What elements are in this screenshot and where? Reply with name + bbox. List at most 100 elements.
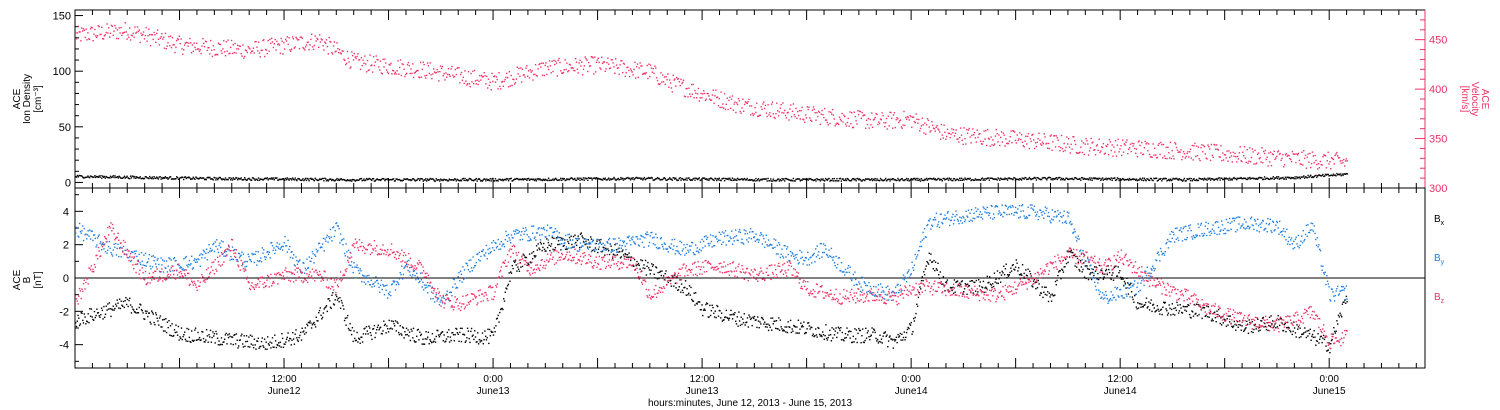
bx-point xyxy=(829,334,832,336)
by-point xyxy=(289,256,292,259)
velocity-point xyxy=(930,130,932,132)
velocity-point xyxy=(604,70,606,72)
velocity-point xyxy=(654,65,656,67)
density-point xyxy=(617,177,619,180)
bx-point xyxy=(804,332,806,335)
density-point xyxy=(961,179,963,181)
velocity-point xyxy=(528,77,531,79)
by-point xyxy=(285,245,288,247)
velocity-point xyxy=(860,117,862,119)
density-point xyxy=(594,177,596,179)
density-point xyxy=(236,177,238,179)
velocity-point xyxy=(1208,146,1210,148)
bx-point xyxy=(1308,329,1310,332)
velocity-point xyxy=(197,48,200,50)
velocity-point xyxy=(757,115,759,118)
density-point xyxy=(377,178,379,181)
bx-point xyxy=(527,262,529,264)
density-point xyxy=(1130,179,1132,181)
density-point xyxy=(1141,177,1144,179)
density-point xyxy=(250,179,253,181)
bx-point xyxy=(961,280,963,282)
density-point xyxy=(750,178,753,181)
density-point xyxy=(944,179,946,181)
velocity-point xyxy=(498,72,500,74)
bx-point xyxy=(82,322,85,324)
by-point xyxy=(205,248,208,250)
bx-point xyxy=(985,286,987,288)
bx-point xyxy=(762,318,764,321)
velocity-point xyxy=(736,102,738,104)
density-point xyxy=(1137,179,1139,181)
density-point xyxy=(858,179,860,181)
bx-point xyxy=(1084,265,1086,267)
bx-point xyxy=(395,330,397,332)
velocity-point xyxy=(874,116,876,119)
bx-point xyxy=(979,281,981,283)
density-point xyxy=(430,178,432,180)
velocity-point xyxy=(1089,147,1092,149)
density-point xyxy=(1197,179,1200,182)
bx-point xyxy=(840,339,843,341)
density-point xyxy=(493,180,495,182)
by-point xyxy=(147,258,150,260)
velocity-point xyxy=(598,61,600,64)
velocity-point xyxy=(182,53,184,55)
by-point xyxy=(223,251,226,253)
bx-point xyxy=(94,316,96,319)
bx-point xyxy=(568,236,571,239)
bx-point xyxy=(404,331,406,333)
density-point xyxy=(1081,177,1083,179)
by-point xyxy=(330,236,332,238)
bx-point xyxy=(1164,301,1166,304)
velocity-point xyxy=(1124,144,1126,146)
bx-point xyxy=(857,332,859,335)
velocity-point xyxy=(751,112,754,115)
density-point xyxy=(483,178,485,180)
by-point xyxy=(205,252,207,254)
bx-point xyxy=(915,312,917,315)
velocity-point xyxy=(461,79,464,81)
density-point xyxy=(1248,178,1250,180)
density-point xyxy=(1245,178,1247,180)
density-point xyxy=(1145,180,1147,182)
bx-point xyxy=(717,315,720,317)
velocity-point xyxy=(1317,168,1319,170)
velocity-point xyxy=(320,38,322,40)
velocity-point xyxy=(185,41,187,44)
velocity-point xyxy=(1234,152,1236,155)
density-point xyxy=(623,178,626,180)
density-point xyxy=(590,177,592,179)
density-point xyxy=(1124,178,1126,181)
bx-point xyxy=(1115,265,1117,267)
bx-point xyxy=(1057,274,1059,277)
velocity-point xyxy=(229,52,231,54)
velocity-point xyxy=(1044,136,1046,138)
velocity-point xyxy=(445,72,447,74)
by-point xyxy=(180,266,182,268)
by-point xyxy=(240,254,242,256)
velocity-point xyxy=(1163,155,1166,157)
density-point xyxy=(658,177,660,180)
velocity-point xyxy=(1135,152,1137,154)
velocity-point xyxy=(345,62,348,64)
density-point xyxy=(811,179,814,181)
density-point xyxy=(479,178,481,181)
velocity-point xyxy=(1323,154,1325,156)
bx-point xyxy=(917,296,920,299)
density-point xyxy=(317,179,319,182)
density-point xyxy=(511,180,513,182)
bx-point xyxy=(376,326,379,328)
density-point xyxy=(256,178,258,181)
velocity-point xyxy=(257,50,259,52)
density-point xyxy=(91,176,93,178)
bx-point xyxy=(311,324,314,326)
bx-point xyxy=(1079,270,1081,272)
by-point xyxy=(78,236,80,238)
density-point xyxy=(143,177,146,180)
velocity-point xyxy=(1174,142,1176,144)
density-point xyxy=(1115,179,1118,181)
velocity-point xyxy=(1175,143,1177,145)
density-point xyxy=(374,180,376,182)
bx-point xyxy=(307,324,309,327)
